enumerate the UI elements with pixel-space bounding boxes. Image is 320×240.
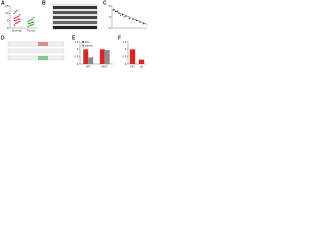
- point: [16, 9, 18, 12]
- point: [32, 21, 35, 23]
- point: [13, 12, 16, 15]
- point: [31, 24, 33, 26]
- y-tick-label: 1: [125, 47, 127, 51]
- sequence-alignment: [7, 41, 65, 61]
- point: [32, 23, 35, 26]
- x-tick-label: Tumor: [27, 28, 36, 32]
- point: [15, 17, 17, 19]
- x-tick-label: NC: [130, 64, 135, 68]
- x-tick-label: Normal: [12, 28, 22, 32]
- y-tick-label: 1.5: [122, 40, 127, 44]
- point: [128, 17, 131, 20]
- y-tick-label: 15: [5, 4, 9, 8]
- point: [30, 19, 32, 21]
- point: [18, 18, 21, 20]
- panel-label: A: [1, 0, 5, 6]
- point: [27, 20, 30, 23]
- point: [17, 21, 19, 23]
- point: [132, 18, 134, 20]
- point: [116, 10, 118, 12]
- panel-label: E: [72, 35, 76, 41]
- y-tick-label: 10: [5, 11, 9, 15]
- western-blot: [52, 4, 98, 30]
- y-tick-label: 6: [109, 4, 111, 8]
- point: [29, 19, 31, 22]
- page: A B C D E F 0 5 10 15 Normal Tumor 0 3 6 0 0.5 1 1.5…: [0, 0, 320, 70]
- point: [142, 23, 145, 25]
- point: [17, 18, 19, 20]
- legend-label: NC: [85, 40, 90, 44]
- point: [16, 19, 18, 21]
- point: [139, 21, 141, 23]
- point: [29, 25, 31, 27]
- bar: [99, 49, 105, 64]
- point: [121, 14, 124, 16]
- bar: [129, 49, 136, 64]
- x-tick-label: WT: [86, 64, 91, 68]
- point: [29, 22, 31, 25]
- bar: [104, 50, 110, 64]
- point: [30, 24, 32, 26]
- y-tick-label: 5: [7, 18, 9, 22]
- blot-band: [53, 6, 97, 9]
- bar: [83, 49, 89, 64]
- panel-label: B: [42, 0, 46, 6]
- point: [123, 16, 125, 18]
- point: [17, 15, 19, 17]
- blot-band: [53, 16, 97, 19]
- y-tick-label: 1.5: [74, 40, 79, 44]
- y-tick-label: 0: [125, 62, 127, 66]
- panel-label: C: [103, 0, 107, 6]
- x-tick-label: sh: [140, 64, 144, 68]
- seed-highlight: [38, 56, 48, 60]
- point: [27, 25, 30, 28]
- point: [31, 18, 33, 20]
- bar: [88, 57, 94, 64]
- point: [18, 14, 21, 16]
- point: [15, 22, 17, 25]
- sequence-box: [7, 48, 65, 54]
- point: [27, 22, 30, 25]
- y-tick-label: 0.5: [122, 54, 127, 58]
- point: [16, 16, 18, 18]
- point: [118, 12, 120, 14]
- point: [16, 22, 18, 24]
- point: [13, 19, 16, 22]
- point: [30, 22, 32, 24]
- y-tick-label: 1: [77, 47, 79, 51]
- legend-swatch: [82, 41, 84, 43]
- y-tick-label: 3: [109, 15, 111, 19]
- blot-band: [53, 21, 97, 24]
- panel-label: D: [1, 35, 5, 41]
- point: [15, 19, 17, 22]
- x-tick-label: MUT: [102, 64, 109, 68]
- point: [120, 14, 122, 16]
- point: [18, 20, 21, 23]
- point: [113, 9, 115, 11]
- trend-line: [111, 9, 148, 25]
- point: [125, 15, 127, 17]
- sequence-box: [7, 55, 65, 61]
- point: [13, 17, 16, 20]
- legend-label: mimic: [85, 43, 93, 47]
- point: [13, 24, 16, 26]
- y-tick-label: 0: [109, 26, 111, 30]
- point: [135, 20, 138, 22]
- sequence-box: [7, 41, 65, 47]
- bar: [138, 59, 145, 64]
- point: [32, 17, 35, 19]
- blot-band: [53, 11, 97, 14]
- legend-swatch: [82, 44, 84, 47]
- point: [15, 11, 17, 13]
- y-tick-label: 0: [77, 62, 79, 66]
- blot-band: [53, 26, 97, 29]
- seed-highlight: [38, 42, 48, 46]
- point: [31, 21, 33, 23]
- y-tick-label: 0.5: [74, 54, 79, 58]
- y-tick-label: 0: [7, 26, 9, 30]
- panel-label: F: [118, 35, 121, 41]
